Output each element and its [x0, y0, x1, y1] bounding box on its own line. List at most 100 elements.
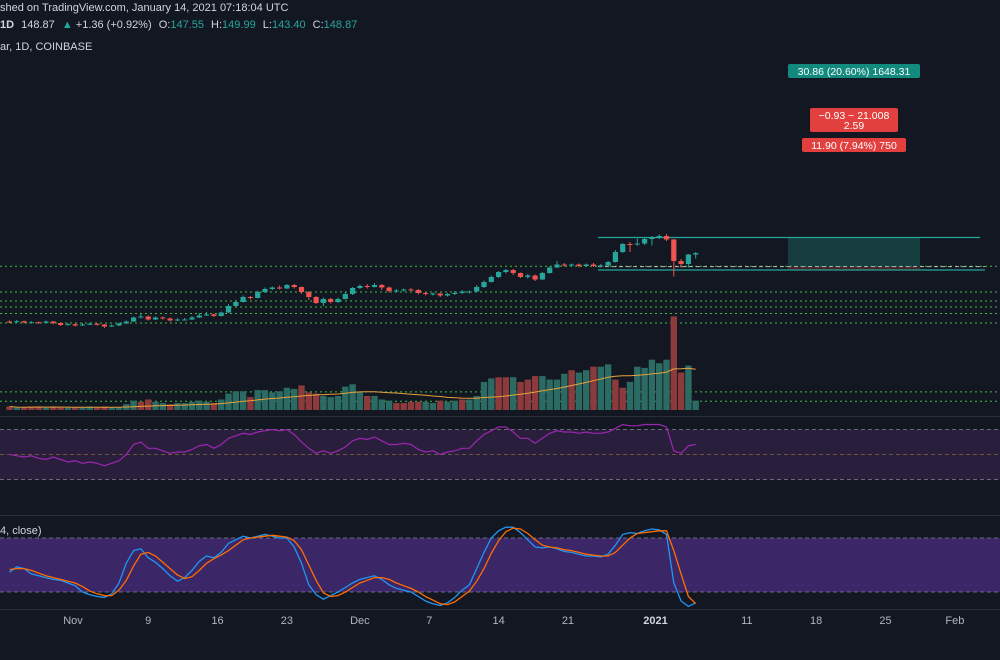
candle: [671, 239, 677, 277]
symbol-info: ar, 1D, COINBASE: [0, 41, 93, 53]
time-axis-tick: Nov: [63, 615, 83, 627]
candle-body: [320, 299, 326, 303]
candle-body: [298, 287, 305, 292]
candle-body: [386, 287, 392, 291]
pane-separator[interactable]: [0, 609, 1000, 610]
volume-moving-average: [9, 367, 696, 408]
time-axis-tick: Dec: [350, 615, 370, 627]
target-label: 30.86 (20.60%) 1648.31: [798, 66, 911, 78]
candle: [444, 293, 451, 297]
candle-body: [6, 321, 13, 323]
candle-body: [590, 264, 597, 266]
volume-bar: [604, 364, 612, 410]
candle-body: [685, 254, 691, 264]
candle: [452, 291, 458, 295]
volume-bar: [407, 401, 415, 410]
candle-body: [101, 324, 107, 327]
volume-bar: [422, 401, 429, 410]
candle-body: [561, 264, 567, 266]
volume-bar: [356, 392, 364, 410]
volume-bar: [437, 400, 444, 410]
price-change: +1.36 (+0.92%): [75, 19, 152, 31]
stoch-d-line: [9, 527, 697, 606]
candle-body: [335, 299, 341, 302]
volume-bar: [312, 393, 320, 410]
volume-bar: [692, 400, 699, 410]
candle: [160, 316, 166, 320]
pane-separator[interactable]: [0, 416, 1000, 417]
volume-bar: [429, 402, 437, 410]
candle: [14, 320, 20, 323]
open-label: O:: [158, 19, 171, 31]
volume-bar: [634, 366, 641, 410]
candle-body: [174, 319, 180, 321]
long-position-tool[interactable]: [598, 236, 985, 271]
candle-body: [14, 321, 20, 323]
volume-bar: [480, 381, 488, 410]
volume-bar: [239, 391, 247, 410]
profit-zone: [788, 237, 920, 267]
candle: [569, 263, 575, 267]
candle-body: [145, 316, 151, 320]
candle: [517, 272, 524, 278]
volume-bar: [57, 407, 64, 410]
volume-bar: [502, 377, 510, 410]
candle: [612, 250, 618, 263]
volume-bar: [42, 407, 50, 410]
volume-bar: [108, 407, 115, 410]
candle: [663, 234, 670, 241]
volume-bar: [517, 381, 524, 410]
volume-bar: [93, 407, 101, 410]
candle: [379, 284, 385, 290]
ratio-label-box: −0.93 ~ 21.008 2.59: [810, 108, 898, 132]
volume-bar: [656, 363, 663, 410]
symbol-line: ar, 1D, COINBASE: [0, 41, 92, 53]
volume-bar: [349, 384, 356, 410]
volume-bar: [86, 406, 93, 410]
volume-bar: [50, 406, 57, 410]
candle: [28, 321, 34, 324]
candle-body: [58, 323, 64, 325]
candle: [298, 286, 305, 294]
candle-body: [554, 264, 560, 268]
volume-bar: [13, 407, 20, 410]
candle: [211, 313, 217, 317]
volume-bar: [510, 377, 517, 410]
volume-bar: [334, 395, 342, 410]
time-axis-tick: 9: [145, 615, 151, 627]
volume-bar: [35, 406, 42, 410]
candle-body: [474, 287, 480, 292]
open-value: 147.55: [170, 19, 204, 31]
candle: [364, 284, 370, 289]
candle: [488, 275, 494, 283]
candle-body: [342, 294, 348, 299]
candle-body: [678, 261, 684, 264]
candle: [131, 316, 137, 322]
candle: [204, 312, 210, 316]
candle-body: [693, 253, 699, 255]
candle-body: [277, 287, 283, 289]
candle: [554, 261, 560, 268]
candle-body: [612, 252, 618, 262]
candle: [547, 266, 553, 274]
candle: [408, 288, 414, 291]
candle: [590, 263, 597, 267]
candle-body: [36, 322, 42, 324]
volume-bar: [371, 395, 378, 410]
volume-bar: [400, 402, 407, 410]
candle-body: [123, 321, 129, 324]
candle: [503, 269, 509, 274]
candle: [466, 290, 472, 294]
volume-bar: [269, 392, 276, 410]
candle: [320, 297, 326, 306]
close-value: 148.87: [323, 19, 358, 31]
stoch-k-line: [9, 526, 696, 608]
volume-bar: [385, 400, 393, 410]
high-label: H:: [211, 19, 223, 31]
pane-separator[interactable]: [0, 515, 1000, 516]
time-axis-tick: 14: [492, 615, 504, 627]
candle-body: [43, 321, 49, 323]
ratio-label: −0.93 ~ 21.008: [819, 110, 890, 122]
candle: [350, 287, 356, 295]
